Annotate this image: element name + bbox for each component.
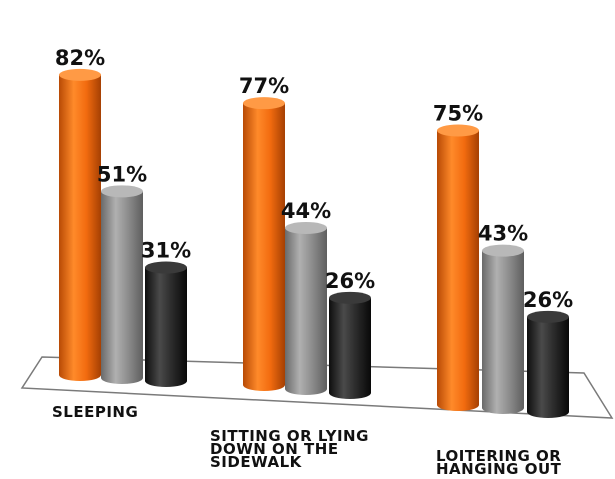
bar-top	[59, 68, 101, 81]
value-label: 77%	[239, 74, 289, 98]
bar-body	[145, 267, 187, 387]
bar-top	[329, 291, 371, 304]
value-label: 51%	[97, 162, 147, 186]
bar-gray-3	[482, 244, 524, 414]
category-labels: SLEEPING SITTING OR LYING DOWN ON THE SIDEW…	[52, 403, 562, 478]
bar-orange-2	[243, 97, 285, 392]
bar-orange-3	[437, 124, 479, 411]
bars-layer: 82% 77% 75% 51% 44% 43% 31% 26% 26%	[55, 46, 573, 418]
value-label: 44%	[281, 199, 331, 223]
bar-body	[59, 74, 101, 381]
bar-black-3	[527, 310, 569, 418]
bar-gray-2	[285, 221, 327, 395]
bar-top	[145, 261, 187, 274]
bar-top	[243, 97, 285, 110]
bar-body	[101, 191, 143, 384]
bar-body	[285, 227, 327, 395]
bar-body	[243, 103, 285, 392]
value-label: 26%	[325, 269, 375, 293]
value-label: 75%	[433, 102, 483, 126]
bar-top	[437, 124, 479, 137]
value-label: 43%	[478, 222, 528, 246]
bar-body	[527, 316, 569, 418]
value-label: 31%	[141, 239, 191, 263]
value-label: 26%	[523, 288, 573, 312]
value-label: 82%	[55, 46, 105, 70]
bar-top	[482, 244, 524, 257]
bar-body	[329, 297, 371, 399]
bar-top	[527, 310, 569, 323]
bar-black-1	[145, 261, 187, 387]
category-label: LOITERING OR HANGING OUT	[436, 447, 562, 478]
bar-orange-1	[59, 68, 101, 381]
bar-black-2	[329, 291, 371, 399]
bar-body	[437, 130, 479, 411]
bar-top	[285, 221, 327, 234]
bar-body	[482, 250, 524, 414]
bar-gray-1	[101, 185, 143, 384]
bar-top	[101, 185, 143, 198]
category-label: SITTING OR LYING DOWN ON THE SIDEWALK	[210, 427, 369, 471]
category-label: SLEEPING	[52, 403, 138, 421]
